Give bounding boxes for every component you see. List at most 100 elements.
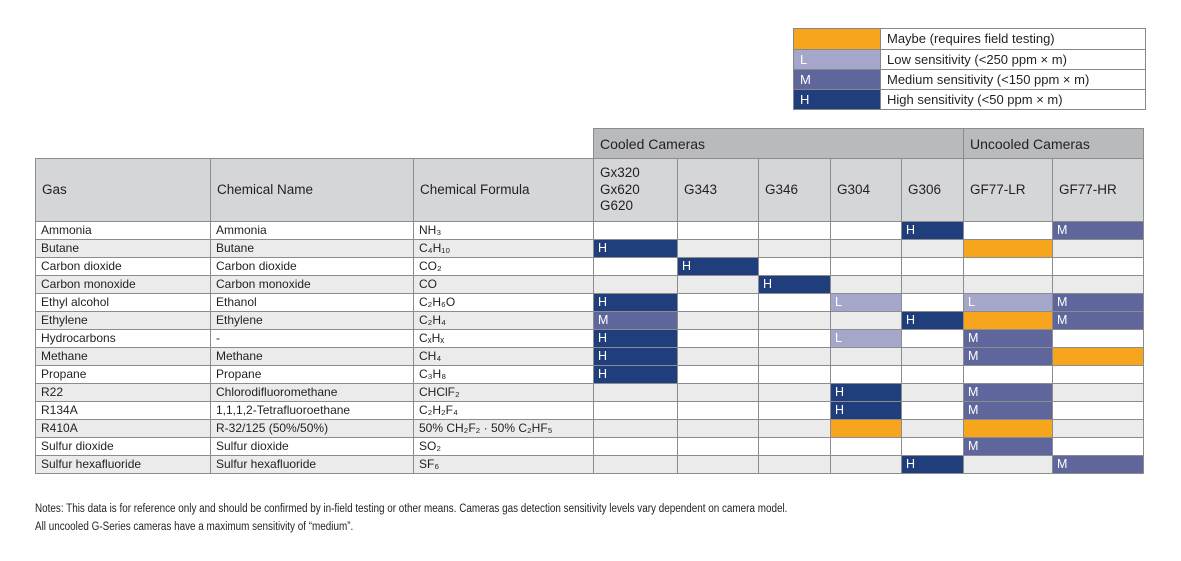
sensitivity-cell: L [963, 293, 1053, 312]
chemical-name-cell: Methane [210, 347, 414, 366]
sensitivity-cell: M [963, 347, 1053, 366]
sensitivity-cell [1052, 437, 1144, 456]
gas-cell: Hydrocarbons [35, 329, 211, 348]
chemical-formula-cell: CO [413, 275, 594, 294]
sensitivity-cell [758, 419, 831, 438]
table-row: Ammonia Ammonia NH₃ H M [35, 221, 1144, 240]
col-header-camera-g306: G306 [901, 158, 964, 222]
chemical-name-cell: Carbon dioxide [210, 257, 414, 276]
col-header-chemical-formula: Chemical Formula [413, 158, 594, 222]
sensitivity-cell [758, 437, 831, 456]
legend-label: Maybe (requires field testing) [887, 31, 1055, 46]
table-row: Carbon monoxide Carbon monoxide CO H [35, 275, 1144, 294]
sensitivity-cell [677, 275, 759, 294]
sensitivity-cell [963, 455, 1053, 474]
table-row: R134A 1,1,1,2-Tetrafluoroethane C₂H₂F₄ H M [35, 401, 1144, 420]
sensitivity-cell: H [593, 293, 678, 312]
table-row: Butane Butane C₄H₁₀ H [35, 239, 1144, 258]
table-row: Ethyl alcohol Ethanol C₂H₆O H L L M [35, 293, 1144, 312]
sensitivity-cell: H [593, 239, 678, 258]
sensitivity-cell [830, 437, 902, 456]
sensitivity-cell: H [593, 347, 678, 366]
notes-line-1: Notes: This data is for reference only a… [35, 503, 788, 515]
sensitivity-cell [901, 437, 964, 456]
sensitivity-cell [830, 419, 902, 438]
gas-cell: Ethylene [35, 311, 211, 330]
sensitivity-cell [1052, 239, 1144, 258]
legend-label: Low sensitivity (<250 ppm × m) [887, 52, 1067, 67]
sensitivity-cell: L [830, 329, 902, 348]
gas-cell: Ammonia [35, 221, 211, 240]
sensitivity-cell [677, 455, 759, 474]
notes: Notes: This data is for reference only a… [35, 500, 1144, 537]
sensitivity-cell [830, 365, 902, 384]
sensitivity-cell [901, 275, 964, 294]
sensitivity-cell [593, 383, 678, 402]
table-row: Methane Methane CH₄ H M [35, 347, 1144, 366]
sensitivity-cell [593, 257, 678, 276]
sensitivity-cell [1052, 275, 1144, 294]
sensitivity-cell [677, 329, 759, 348]
sensitivity-cell: H [677, 257, 759, 276]
sensitivity-cell: H [593, 365, 678, 384]
sensitivity-cell: H [830, 401, 902, 420]
sensitivity-cell [758, 329, 831, 348]
col-header-camera-g343: G343 [677, 158, 759, 222]
sensitivity-cell [593, 419, 678, 438]
group-header-spacer [36, 129, 594, 159]
table-row: Propane Propane C₃H₈ H [35, 365, 1144, 384]
sensitivity-cell [901, 239, 964, 258]
legend-label: High sensitivity (<50 ppm × m) [887, 92, 1063, 107]
table-row: Hydrocarbons - CₓHₓ H L M [35, 329, 1144, 348]
sensitivity-cell [963, 365, 1053, 384]
sensitivity-cell: H [758, 275, 831, 294]
legend-row: Maybe (requires field testing) [794, 29, 1145, 49]
legend-row: H High sensitivity (<50 ppm × m) [794, 89, 1145, 109]
chemical-name-cell: Propane [210, 365, 414, 384]
gas-cell: R22 [35, 383, 211, 402]
legend-row: L Low sensitivity (<250 ppm × m) [794, 49, 1145, 69]
sensitivity-cell [1052, 347, 1144, 366]
sensitivity-cell [677, 311, 759, 330]
chemical-name-cell: R-32/125 (50%/50%) [210, 419, 414, 438]
table-row: Carbon dioxide Carbon dioxide CO₂ H [35, 257, 1144, 276]
sensitivity-cell [1052, 329, 1144, 348]
table-row: R410A R-32/125 (50%/50%) 50% CH₂F₂ · 50% C… [35, 419, 1144, 438]
gas-cell: Propane [35, 365, 211, 384]
sensitivity-cell [963, 311, 1053, 330]
sensitivity-cell [901, 401, 964, 420]
sensitivity-cell [593, 401, 678, 420]
sensitivity-cell: M [1052, 293, 1144, 312]
group-header-cooled-cameras: Cooled Cameras [593, 128, 964, 159]
chemical-name-cell: Ammonia [210, 221, 414, 240]
column-header-row: Gas Chemical Name Chemical Formula Gx320… [35, 158, 1144, 222]
sensitivity-cell [963, 275, 1053, 294]
sensitivity-cell [758, 221, 831, 240]
sensitivity-cell [901, 347, 964, 366]
sensitivity-cell: M [593, 311, 678, 330]
sensitivity-cell [758, 293, 831, 312]
gas-cell: Ethyl alcohol [35, 293, 211, 312]
sensitivity-cell: H [593, 329, 678, 348]
gas-cell: R134A [35, 401, 211, 420]
chemical-formula-cell: C₄H₁₀ [413, 239, 594, 258]
sensitivity-cell [830, 257, 902, 276]
sensitivity-cell [677, 383, 759, 402]
chemical-formula-cell: CHClF₂ [413, 383, 594, 402]
sensitivity-cell [963, 239, 1053, 258]
sensitivity-cell [677, 401, 759, 420]
legend-color-swatch: H [794, 90, 881, 109]
sensitivity-cell [758, 383, 831, 402]
sensitivity-cell: M [963, 437, 1053, 456]
sensitivity-cell: H [901, 455, 964, 474]
sensitivity-cell [758, 455, 831, 474]
gas-cell: Methane [35, 347, 211, 366]
chemical-formula-cell: NH₃ [413, 221, 594, 240]
chemical-formula-cell: SF₆ [413, 455, 594, 474]
chemical-name-cell: Ethylene [210, 311, 414, 330]
sensitivity-cell [593, 275, 678, 294]
sensitivity-cell [830, 311, 902, 330]
chemical-name-cell: Sulfur hexafluoride [210, 455, 414, 474]
table-row: R22 Chlorodifluoromethane CHClF₂ H M [35, 383, 1144, 402]
